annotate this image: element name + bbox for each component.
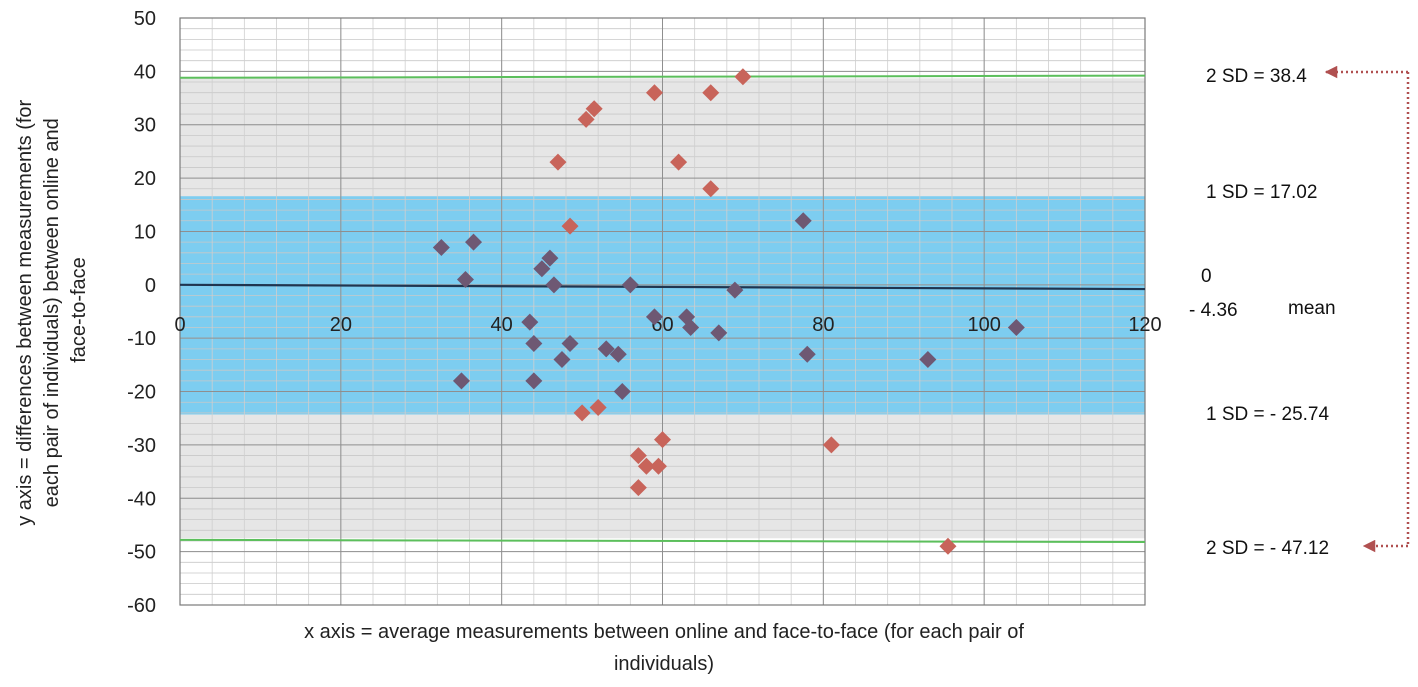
x-tick-label: 100 — [967, 314, 1000, 336]
annotation-zero: 0 — [1201, 266, 1212, 287]
data-point — [585, 100, 603, 118]
y-tick-label: -40 — [127, 488, 156, 510]
data-point — [452, 372, 470, 390]
data-point — [629, 447, 647, 465]
data-point — [589, 399, 607, 417]
data-point — [456, 270, 474, 288]
data-point — [702, 84, 720, 102]
x-tick-label: 120 — [1128, 314, 1161, 336]
y-tick-label: 20 — [134, 168, 156, 190]
x-tick-label: 0 — [174, 314, 185, 336]
data-point — [545, 276, 563, 294]
data-point — [645, 84, 663, 102]
data-point — [710, 324, 728, 342]
data-point — [541, 249, 559, 267]
annotation-mean-word: mean — [1288, 298, 1336, 319]
x-tick-label: 40 — [491, 314, 513, 336]
y-axis-label-line-1: y axis = differences between measurement… — [14, 99, 36, 525]
annotation-1sd-upper: 1 SD = 17.02 — [1206, 182, 1317, 203]
y-tick-label: 50 — [134, 8, 156, 30]
annotation-2sd-upper: 2 SD = 38.4 — [1206, 66, 1307, 87]
data-point — [645, 308, 663, 326]
limit-line — [179, 74, 1146, 79]
data-point — [533, 260, 551, 278]
mean-line — [179, 283, 1146, 291]
x-axis-label-line-2: individuals) — [614, 653, 714, 675]
y-axis-label-line-3: face-to-face — [68, 257, 90, 363]
y-axis-label: y axis = differences between measurement… — [14, 94, 90, 526]
data-point — [726, 281, 744, 299]
data-point — [561, 217, 579, 235]
data-point — [939, 537, 957, 555]
x-axis-label-line-1: x axis = average measurements between on… — [304, 621, 1024, 643]
y-tick-label: 40 — [134, 61, 156, 83]
y-axis-label-line-2: each pair of individuals) between online… — [41, 118, 63, 507]
data-point — [553, 351, 571, 369]
data-point — [637, 457, 655, 475]
data-point — [549, 153, 567, 171]
limit-line — [179, 538, 1146, 544]
data-point — [613, 383, 631, 401]
data-point — [577, 110, 595, 128]
x-tick-label: 20 — [330, 314, 352, 336]
data-point — [822, 436, 840, 454]
data-point — [649, 457, 667, 475]
x-tick-label: 80 — [812, 314, 834, 336]
data-point — [629, 479, 647, 497]
data-point — [670, 153, 688, 171]
data-point — [621, 276, 639, 294]
annotation-1sd-lower: 1 SD = - 25.74 — [1206, 404, 1329, 425]
data-point — [521, 313, 539, 331]
data-point — [794, 212, 812, 230]
data-point — [734, 68, 752, 86]
data-point — [432, 238, 450, 256]
data-point — [654, 431, 671, 449]
y-tick-label: 10 — [134, 221, 156, 243]
data-point — [465, 233, 483, 251]
y-tick-label: 30 — [134, 115, 156, 137]
y-tick-label: -20 — [127, 382, 156, 404]
data-point — [609, 345, 627, 363]
data-point — [1007, 319, 1025, 337]
data-point — [525, 372, 543, 390]
data-point — [597, 340, 615, 358]
y-tick-label: -10 — [127, 328, 156, 350]
data-point — [573, 404, 591, 422]
data-point — [798, 345, 816, 363]
data-point — [682, 319, 700, 337]
plot-border — [179, 17, 1146, 606]
data-point — [702, 180, 720, 198]
data-point — [525, 335, 543, 353]
annotation-mean-value: - 4.36 — [1189, 300, 1238, 321]
y-tick-label: -50 — [127, 542, 156, 564]
annotation-2sd-lower: 2 SD = - 47.12 — [1206, 538, 1329, 559]
y-tick-label: -30 — [127, 435, 156, 457]
data-point — [561, 335, 579, 353]
data-points — [432, 68, 1025, 555]
data-point — [919, 351, 937, 369]
reference-lines — [179, 74, 1146, 544]
y-tick-label: -60 — [127, 595, 156, 617]
y-tick-label: 0 — [145, 275, 156, 297]
